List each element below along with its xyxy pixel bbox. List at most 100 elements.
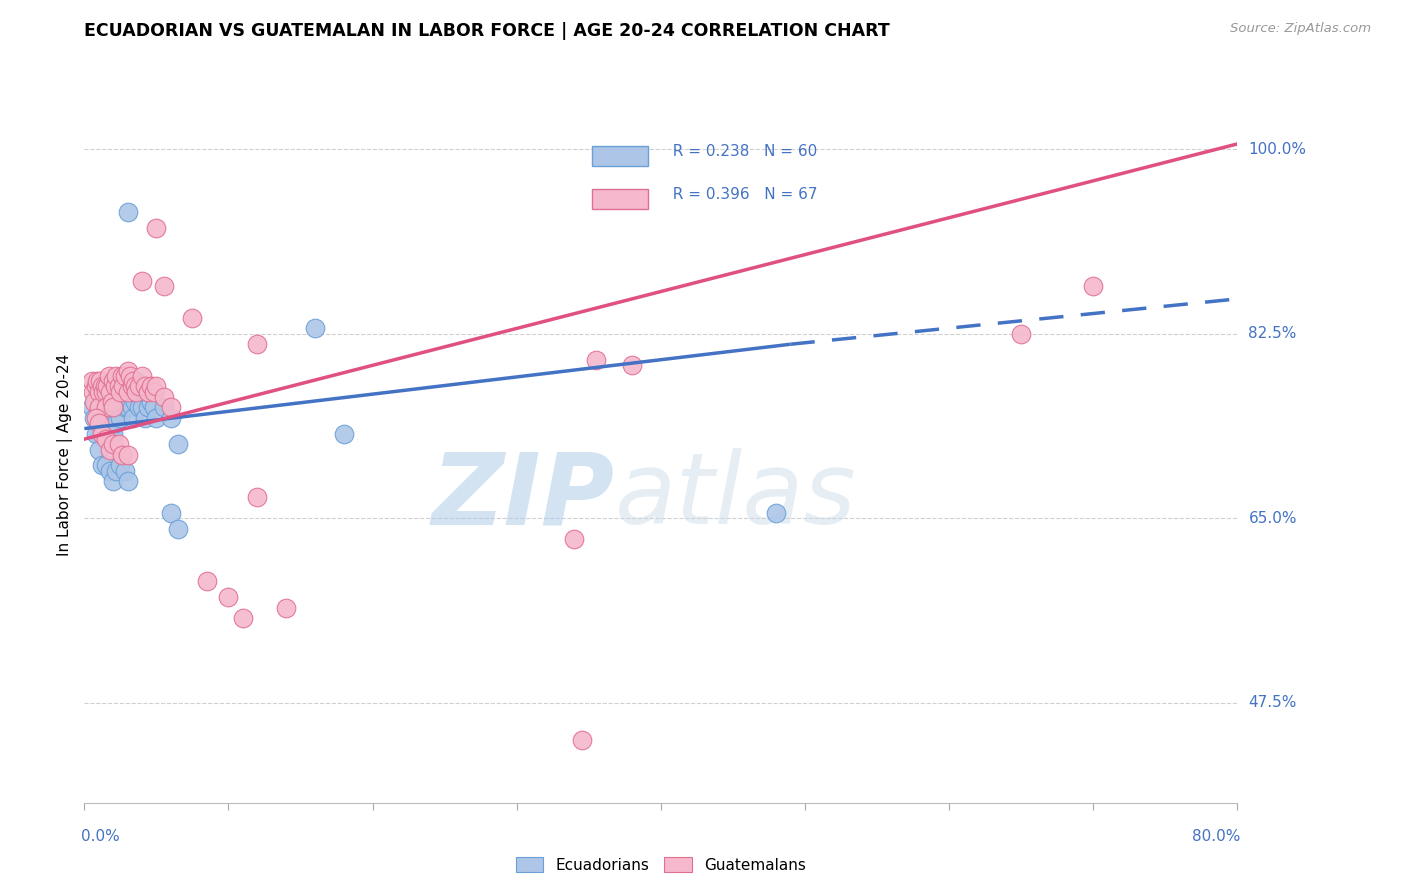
- Point: [104, 379, 127, 393]
- Point: [90, 379, 112, 393]
- Point: [94, 401, 117, 415]
- Point: [84, 379, 107, 393]
- Point: [108, 401, 131, 415]
- Point: [128, 379, 150, 393]
- Point: [87, 442, 110, 457]
- Point: [104, 411, 127, 425]
- Point: [304, 321, 326, 335]
- Point: [93, 401, 115, 415]
- Bar: [592, 145, 648, 166]
- Text: ZIP: ZIP: [432, 448, 614, 545]
- Point: [117, 205, 139, 219]
- Point: [96, 379, 118, 393]
- Point: [1081, 279, 1104, 293]
- Point: [131, 274, 153, 288]
- Point: [232, 611, 254, 625]
- Point: [97, 368, 120, 383]
- Point: [105, 395, 128, 409]
- Point: [139, 379, 162, 393]
- Point: [120, 368, 142, 383]
- Point: [108, 379, 131, 393]
- Point: [160, 411, 183, 425]
- Point: [131, 379, 153, 393]
- Point: [114, 368, 136, 383]
- Point: [84, 395, 107, 409]
- Point: [117, 384, 139, 399]
- Text: 100.0%: 100.0%: [1249, 142, 1306, 157]
- Point: [117, 401, 139, 415]
- Point: [89, 374, 111, 388]
- Point: [131, 401, 153, 415]
- Point: [274, 600, 298, 615]
- Point: [82, 384, 104, 399]
- Point: [621, 359, 644, 373]
- Point: [84, 426, 107, 441]
- Point: [765, 506, 787, 520]
- Point: [125, 384, 148, 399]
- Point: [117, 448, 139, 462]
- Point: [91, 384, 114, 399]
- Point: [111, 448, 134, 462]
- Point: [111, 374, 134, 388]
- Point: [167, 437, 190, 451]
- Point: [110, 411, 132, 425]
- Point: [94, 384, 117, 399]
- Point: [125, 374, 148, 388]
- Point: [97, 411, 120, 425]
- Point: [160, 401, 183, 415]
- Point: [86, 374, 108, 388]
- Point: [152, 390, 174, 404]
- Point: [91, 426, 114, 441]
- Point: [131, 368, 153, 383]
- Point: [103, 374, 124, 388]
- Point: [195, 574, 218, 589]
- Point: [136, 401, 159, 415]
- Point: [94, 432, 117, 446]
- Point: [93, 379, 115, 393]
- Point: [114, 464, 136, 478]
- Point: [117, 475, 139, 489]
- Text: 47.5%: 47.5%: [1249, 695, 1296, 710]
- Text: R = 0.238   N = 60: R = 0.238 N = 60: [662, 144, 817, 159]
- Point: [83, 411, 105, 425]
- Y-axis label: In Labor Force | Age 20-24: In Labor Force | Age 20-24: [58, 354, 73, 556]
- Point: [332, 426, 354, 441]
- Point: [103, 475, 124, 489]
- Text: 82.5%: 82.5%: [1249, 326, 1296, 341]
- Point: [136, 384, 159, 399]
- Point: [112, 379, 135, 393]
- Point: [84, 411, 107, 425]
- Point: [87, 384, 110, 399]
- Point: [585, 353, 607, 368]
- Point: [98, 384, 121, 399]
- Point: [117, 379, 139, 393]
- Point: [128, 401, 150, 415]
- Point: [108, 437, 131, 451]
- Text: 65.0%: 65.0%: [1249, 511, 1296, 525]
- Point: [103, 401, 124, 415]
- Point: [139, 395, 162, 409]
- Point: [87, 426, 110, 441]
- Text: Source: ZipAtlas.com: Source: ZipAtlas.com: [1230, 22, 1371, 36]
- Point: [142, 401, 165, 415]
- Point: [120, 395, 142, 409]
- Point: [87, 401, 110, 415]
- Point: [117, 363, 139, 377]
- Point: [122, 411, 145, 425]
- Point: [124, 395, 146, 409]
- Point: [86, 384, 108, 399]
- Point: [105, 417, 128, 431]
- Point: [90, 458, 112, 473]
- Point: [121, 401, 143, 415]
- Text: R = 0.396   N = 67: R = 0.396 N = 67: [662, 187, 817, 202]
- Point: [80, 374, 103, 388]
- Text: 80.0%: 80.0%: [1192, 830, 1240, 844]
- Point: [134, 411, 156, 425]
- Point: [103, 426, 124, 441]
- Point: [96, 401, 118, 415]
- Point: [90, 417, 112, 431]
- Point: [167, 522, 190, 536]
- Point: [111, 368, 134, 383]
- Point: [98, 464, 121, 478]
- Point: [94, 417, 117, 431]
